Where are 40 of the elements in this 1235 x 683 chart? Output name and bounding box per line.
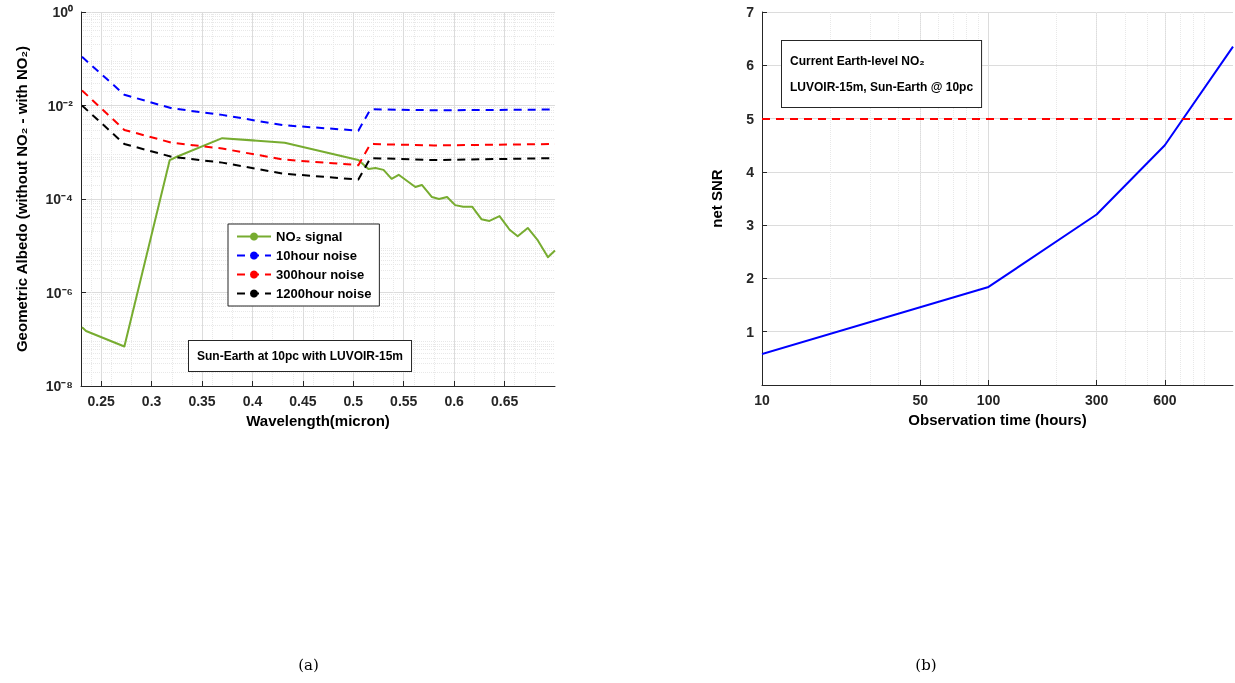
y-axis-title: Geometric Albedo (without NO₂ - with NO₂) bbox=[13, 45, 30, 353]
text: (a) bbox=[298, 655, 319, 674]
x-tick-label: 0.55 bbox=[390, 393, 418, 409]
x-tick-label: 100 bbox=[976, 392, 1001, 408]
x-tick-label: 0.6 bbox=[444, 393, 465, 409]
x-tick-label: 10 bbox=[754, 392, 770, 408]
x-tick-label: 0.45 bbox=[289, 393, 317, 409]
annotation: LUVOIR-15m, Sun-Earth @ 10pc bbox=[790, 80, 974, 94]
y-tick-label: 10⁻² bbox=[47, 97, 74, 114]
legend-label: NO₂ signal bbox=[276, 229, 343, 244]
legend-label: 10hour noise bbox=[276, 248, 357, 263]
y-tick-label: 1 bbox=[746, 323, 755, 340]
legend-label: 300hour noise bbox=[276, 267, 365, 282]
y-tick-label: 10⁰ bbox=[52, 4, 73, 20]
y-tick-label: 4 bbox=[746, 163, 755, 180]
x-tick-label: 50 bbox=[912, 392, 929, 408]
y-tick-label: 3 bbox=[746, 217, 755, 234]
x-tick-label: 600 bbox=[1153, 392, 1177, 408]
y-tick-label: 10⁻⁸ bbox=[45, 378, 73, 394]
y-tick-label: 10⁻⁴ bbox=[45, 191, 74, 207]
x-tick-label: 0.35 bbox=[188, 393, 216, 409]
y-tick-label: 6 bbox=[746, 57, 755, 74]
x-tick-label: 0.65 bbox=[490, 393, 519, 409]
line-series bbox=[81, 137, 556, 348]
y-tick-label: 5 bbox=[746, 110, 755, 127]
x-tick-label: 0.4 bbox=[242, 393, 263, 409]
y-tick-label: 2 bbox=[746, 270, 755, 287]
x-axis-title: Observation time (hours) bbox=[908, 410, 1087, 428]
annotation: Sun-Earth at 10pc with LUVOIR-15m bbox=[197, 349, 404, 363]
annotation: Current Earth-level NO₂ bbox=[790, 54, 925, 68]
x-tick-label: 0.25 bbox=[87, 393, 116, 409]
x-tick-label: 0.5 bbox=[343, 393, 364, 409]
y-axis-title: net SNR bbox=[708, 169, 725, 228]
text: (b) bbox=[915, 655, 937, 674]
legend-label: 1200hour noise bbox=[276, 286, 372, 301]
x-tick-label: 0.3 bbox=[141, 393, 162, 409]
x-axis-title: Wavelength(micron) bbox=[246, 411, 390, 429]
y-tick-label: 10⁻⁶ bbox=[45, 284, 73, 301]
x-tick-label: 300 bbox=[1084, 392, 1109, 408]
y-tick-label: 7 bbox=[746, 4, 755, 20]
